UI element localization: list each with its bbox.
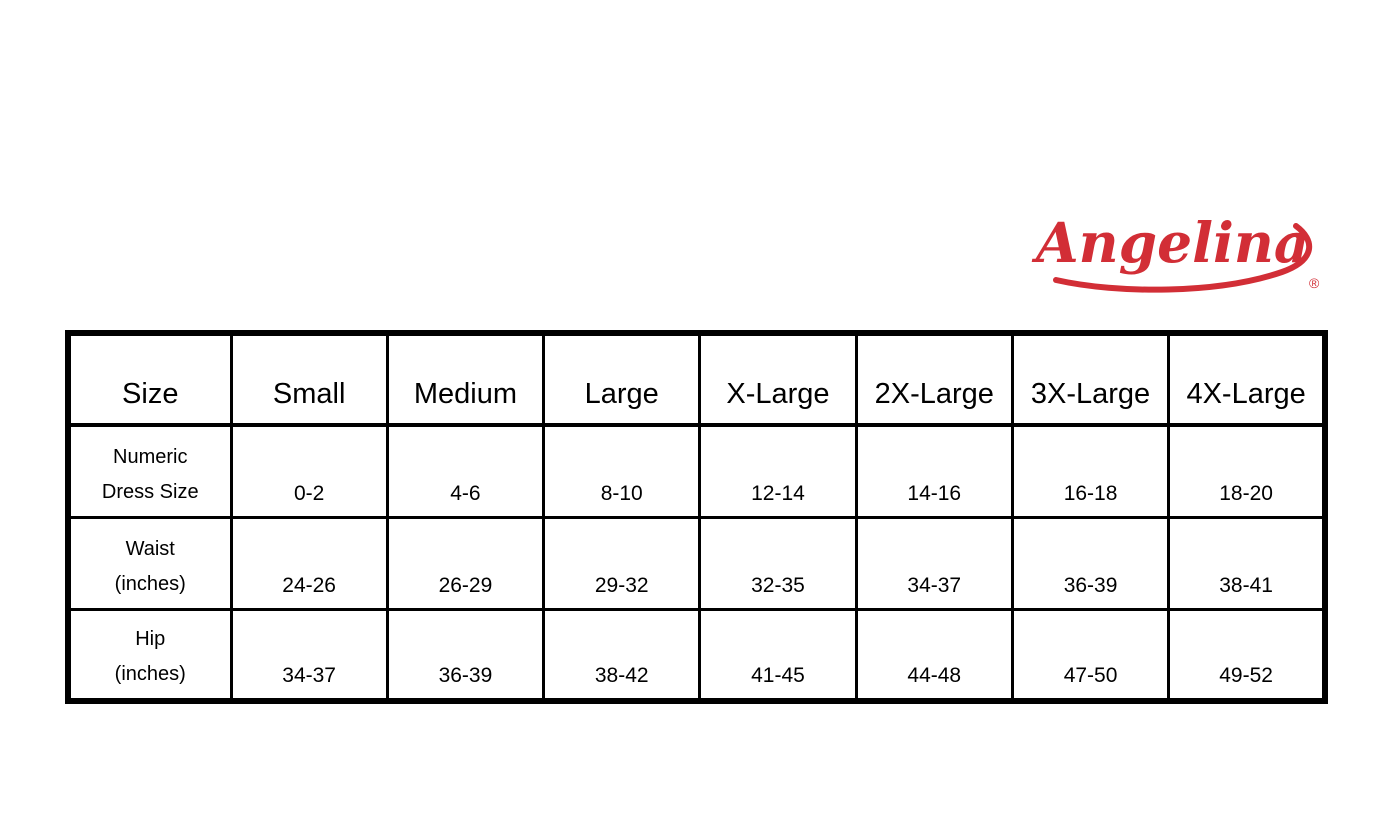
size-value-cell: 26-29	[385, 515, 546, 611]
row-label-line1: Waist	[125, 537, 175, 560]
size-value-cell: 0-2	[229, 423, 389, 519]
header-cell-small: Small	[229, 331, 389, 427]
row-label-line2: (inches)	[114, 572, 186, 595]
size-value-cell: 16-18	[1010, 423, 1171, 519]
header-cell-4x-large: 4X-Large	[1167, 331, 1327, 427]
row-label-line1: Hip	[135, 628, 166, 650]
size-value-cell: 4-6	[385, 423, 546, 519]
size-value-cell: 36-39	[1010, 515, 1171, 611]
row-label-waist: Waist (inches)	[66, 515, 233, 611]
size-value-cell: 32-35	[698, 515, 858, 611]
row-label-numeric-dress-size: Numeric Dress Size	[66, 423, 233, 519]
table-row-waist: Waist (inches) 24-26 26-29 29-32 32-35 3…	[66, 515, 1327, 611]
row-label-line1: Numeric	[113, 445, 188, 468]
header-cell-medium: Medium	[385, 331, 546, 427]
header-cell-size: Size	[66, 331, 233, 427]
size-value-cell: 12-14	[698, 423, 858, 519]
header-cell-2x-large: 2X-Large	[854, 331, 1014, 427]
size-value-cell: 47-50	[1010, 607, 1171, 703]
table-row-numeric-dress-size: Numeric Dress Size 0-2 4-6 8-10 12-14 14…	[66, 423, 1327, 519]
size-value-cell: 44-48	[854, 607, 1014, 703]
angelina-logo-graphic: Angelina ®	[1031, 210, 1320, 293]
size-value-cell: 14-16	[854, 423, 1014, 519]
size-value-cell: 36-39	[385, 607, 546, 703]
registered-trademark-symbol: ®	[1309, 275, 1320, 291]
header-cell-large: Large	[542, 331, 702, 427]
size-value-cell: 34-37	[229, 607, 389, 703]
header-cell-x-large: X-Large	[698, 331, 858, 427]
row-label-line2: Dress Size	[101, 480, 199, 503]
brand-logo: Angelina ®	[1028, 188, 1328, 300]
size-chart-header-row: Size Small Medium Large X-Large 2X-Large…	[66, 331, 1327, 427]
size-value-cell: 29-32	[542, 515, 702, 611]
header-cell-3x-large: 3X-Large	[1010, 331, 1171, 427]
size-chart-table: Size Small Medium Large X-Large 2X-Large…	[65, 330, 1328, 704]
size-value-cell: 49-52	[1167, 607, 1327, 703]
size-value-cell: 38-42	[542, 607, 702, 703]
size-value-cell: 8-10	[542, 423, 702, 519]
logo-swash-stroke	[1053, 223, 1313, 293]
size-value-cell: 18-20	[1167, 423, 1327, 519]
size-value-cell: 24-26	[229, 515, 389, 611]
size-value-cell: 41-45	[698, 607, 858, 703]
table-row-hip: Hip (inches) 34-37 36-39 38-42 41-45 44-…	[66, 607, 1327, 703]
size-value-cell: 34-37	[854, 515, 1014, 611]
size-value-cell: 38-41	[1167, 515, 1327, 611]
row-label-hip: Hip (inches)	[66, 607, 233, 703]
row-label-line2: (inches)	[114, 663, 186, 685]
brand-wordmark-text: Angelina	[1031, 210, 1310, 275]
